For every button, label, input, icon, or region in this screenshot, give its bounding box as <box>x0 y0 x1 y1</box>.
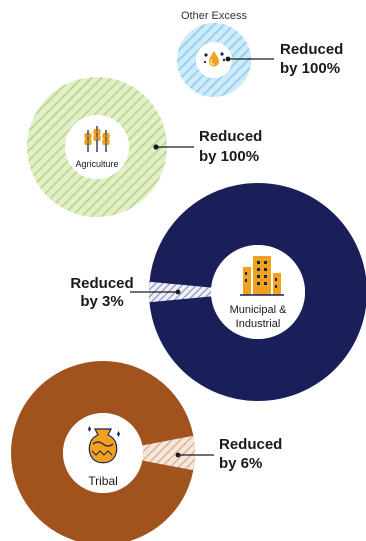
water-drops-icon <box>203 51 226 67</box>
other-excess-label-line1: Reduced <box>280 41 343 58</box>
municipal-name-line1: Municipal & <box>230 304 288 316</box>
tribal-reduced-slice <box>103 435 195 471</box>
tribal-label-line2: by 6% <box>219 455 262 472</box>
municipal-name-line2: Industrial <box>236 318 281 330</box>
municipal-leader <box>130 289 181 295</box>
municipal-reduced-slice <box>149 281 258 303</box>
other-excess-leader <box>225 56 274 62</box>
municipal-label-line1: Reduced <box>70 275 133 292</box>
agriculture-reduced-slice <box>27 77 167 217</box>
tribal-label-line1: Reduced <box>219 436 282 453</box>
wheat-icon <box>84 126 110 152</box>
other-excess-label-line2: by 100% <box>280 60 340 77</box>
other-excess-title: Other Excess <box>181 10 248 22</box>
city-buildings-icon <box>240 256 284 296</box>
municipal-label-line2: by 3% <box>80 293 123 310</box>
other-excess-reduced-slice <box>177 23 251 97</box>
agriculture-name: Agriculture <box>75 159 118 169</box>
tribal-name: Tribal <box>88 474 118 488</box>
agriculture-label-line2: by 100% <box>199 148 259 165</box>
pottery-vase-icon <box>88 426 120 464</box>
agriculture-leader <box>153 144 194 150</box>
tribal-leader <box>175 452 214 458</box>
agriculture-label-line1: Reduced <box>199 128 262 145</box>
